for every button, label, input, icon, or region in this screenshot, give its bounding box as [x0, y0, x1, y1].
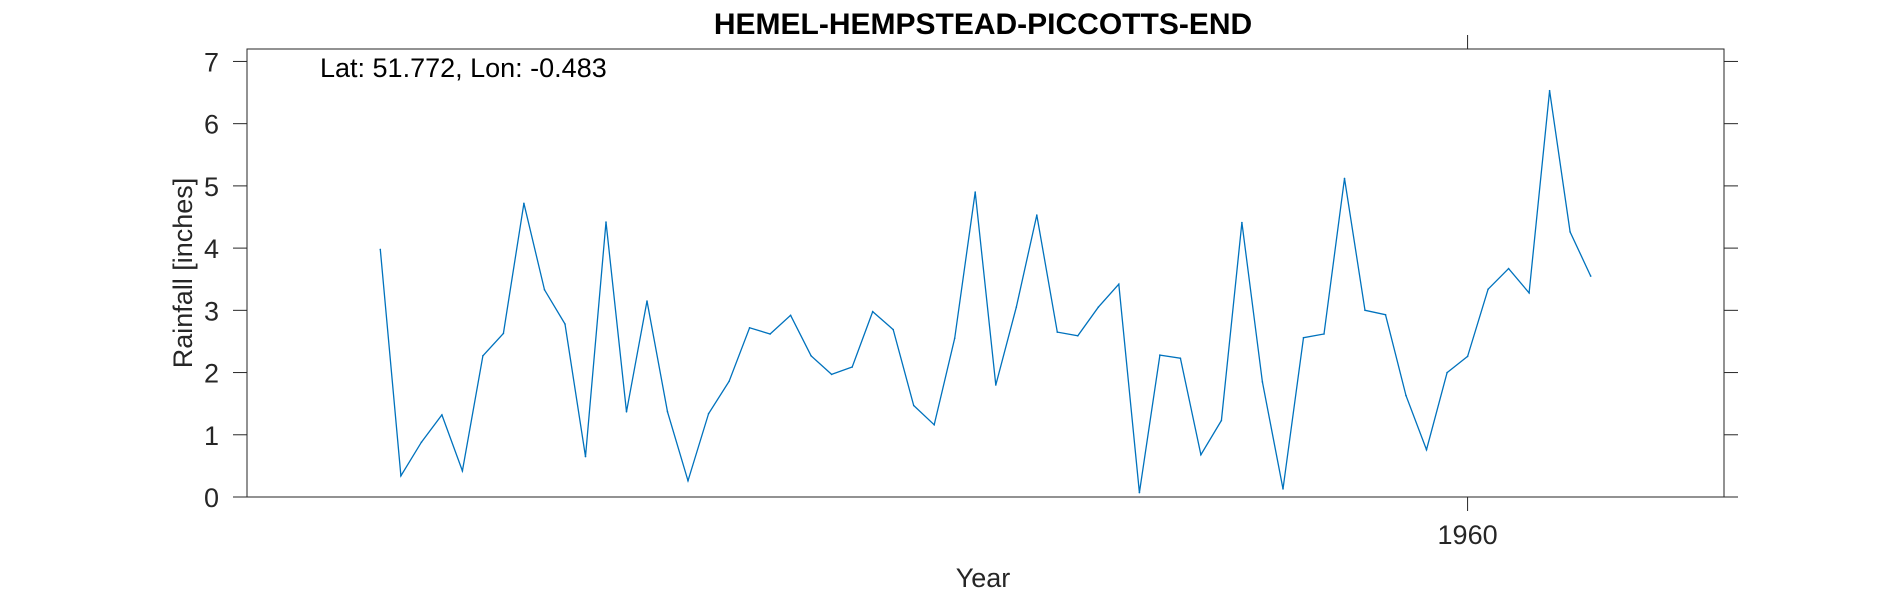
data-point: [1364, 310, 1366, 312]
data-point: [1303, 337, 1305, 339]
y-tick-label: 7: [204, 47, 219, 77]
data-point: [1200, 454, 1202, 456]
location-annotation: Lat: 51.772, Lon: -0.483: [320, 53, 607, 83]
data-point: [544, 289, 546, 291]
plot-area-box: [247, 49, 1724, 497]
y-tick-label: 3: [204, 296, 219, 326]
data-point: [1569, 231, 1571, 233]
data-point: [1446, 372, 1448, 374]
data-point: [1180, 357, 1182, 359]
y-tick-label: 6: [204, 110, 219, 140]
y-tick-label: 2: [204, 359, 219, 389]
data-point: [831, 374, 833, 376]
x-tick-label: 1960: [1438, 520, 1498, 550]
data-point: [1467, 356, 1469, 358]
data-point: [1118, 283, 1120, 285]
y-tick-label: 1: [204, 421, 219, 451]
data-point: [687, 480, 689, 482]
data-point: [523, 203, 525, 205]
data-point: [1159, 354, 1161, 356]
data-point: [1221, 420, 1223, 422]
y-tick-label: 0: [204, 483, 219, 513]
data-point: [1241, 222, 1243, 224]
data-point: [1057, 331, 1059, 333]
data-point: [1098, 306, 1100, 308]
data-point: [913, 405, 915, 407]
data-point: [626, 411, 628, 413]
y-axis-ticks: 0 1 2 3 4 5 6 7: [204, 47, 1738, 513]
data-point: [462, 470, 464, 472]
y-axis-label: Rainfall [inches]: [168, 178, 198, 369]
data-point: [1549, 90, 1551, 92]
data-point: [892, 329, 894, 331]
data-point: [1016, 306, 1018, 308]
data-point: [667, 411, 669, 413]
data-point: [1139, 492, 1141, 494]
data-point: [790, 315, 792, 317]
data-point: [503, 333, 505, 335]
x-axis-ticks: 1960: [1438, 35, 1498, 550]
data-point: [728, 381, 730, 383]
data-point: [421, 441, 423, 443]
data-point: [810, 355, 812, 357]
data-point: [585, 456, 587, 458]
data-point: [482, 355, 484, 357]
rainfall-series-line: [380, 91, 1590, 493]
data-point: [1426, 449, 1428, 451]
data-point: [708, 413, 710, 415]
data-point: [1323, 333, 1325, 335]
data-point: [851, 366, 853, 368]
data-point: [1508, 268, 1510, 270]
data-point: [1405, 395, 1407, 397]
series-layer: [380, 90, 1592, 494]
y-tick-label: 4: [204, 234, 219, 264]
data-point: [974, 191, 976, 193]
x-axis-label: Year: [956, 563, 1011, 591]
data-point: [1385, 314, 1387, 316]
data-point: [769, 333, 771, 335]
data-point: [1590, 275, 1592, 277]
data-point: [605, 221, 607, 223]
data-point: [441, 414, 443, 416]
data-point: [1487, 288, 1489, 290]
data-point: [995, 384, 997, 386]
data-point: [380, 249, 382, 251]
data-point: [564, 323, 566, 325]
data-point: [646, 300, 648, 302]
data-point: [400, 475, 402, 477]
data-point: [933, 424, 935, 426]
data-point: [749, 327, 751, 329]
y-tick-label: 5: [204, 172, 219, 202]
data-point: [1344, 178, 1346, 180]
data-point: [1528, 292, 1530, 294]
chart-title: HEMEL-HEMPSTEAD-PICCOTTS-END: [714, 8, 1252, 41]
data-point: [1077, 335, 1079, 337]
data-point: [872, 311, 874, 313]
data-point: [1262, 381, 1264, 383]
data-point: [1282, 488, 1284, 490]
data-point: [954, 338, 956, 340]
data-point: [1036, 214, 1038, 216]
